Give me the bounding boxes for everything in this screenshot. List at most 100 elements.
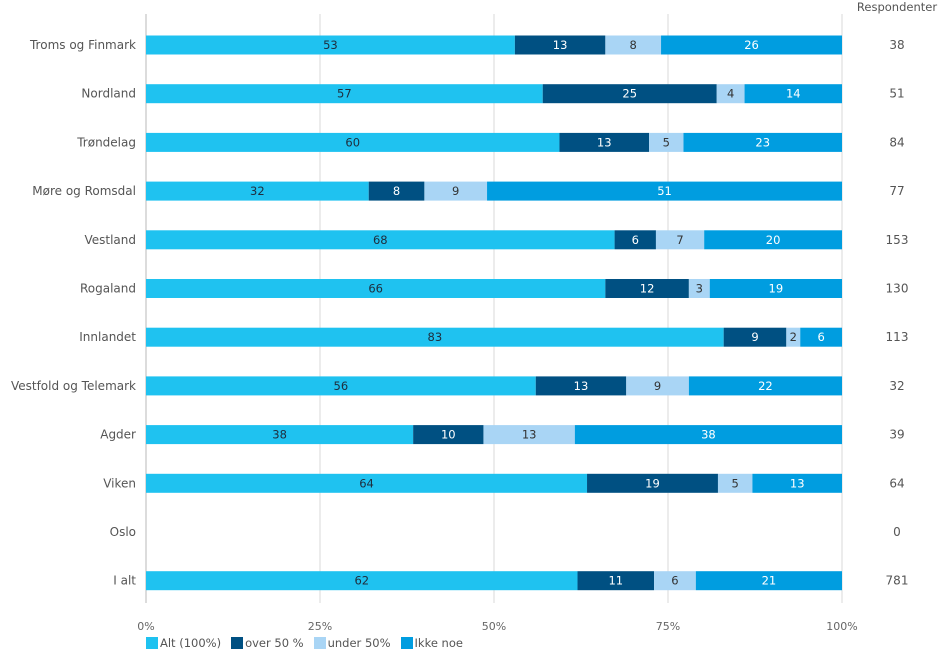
data-label: 11 [608,574,623,588]
data-label: 19 [645,476,660,490]
bar-segment [688,376,842,396]
bar-segment [577,571,655,591]
data-label: 23 [755,135,770,149]
respondents-value: 153 [886,233,909,247]
data-label: 13 [597,135,612,149]
bar-segment [146,35,515,55]
bar-segment [514,35,606,55]
data-label: 83 [428,330,443,344]
legend-label: under 50% [327,636,391,650]
category-label: Innlandet [79,330,136,344]
bar-segment [716,84,745,104]
data-label: 13 [574,379,589,393]
legend-item: over 50 % [231,636,304,650]
data-label: 13 [522,428,537,442]
data-label: 9 [452,184,459,198]
bar-segment [605,35,662,55]
legend-item: Alt (100%) [146,636,221,650]
respondents-value: 38 [889,38,904,52]
bar-segment [483,425,575,445]
bar-segment [709,279,842,298]
bar-segment [146,327,724,347]
data-label: 4 [727,87,734,101]
respondents-value: 39 [889,428,904,442]
bar-segment [146,473,588,493]
data-label: 9 [751,330,758,344]
category-label: Møre og Romsdal [32,184,136,198]
respondents-header: Respondenter [857,0,937,14]
bar-segment [146,181,369,201]
category-label: Troms og Finmark [29,38,136,52]
data-label: 32 [250,184,265,198]
respondents-value: 113 [886,330,909,344]
bar-segment [654,571,696,591]
bar-segment [800,327,842,347]
legend-swatch [231,637,244,649]
legend-item: under 50% [313,636,391,650]
data-label: 5 [732,476,739,490]
category-label: Viken [103,476,136,490]
bar-segment [786,327,801,347]
legend-label: Alt (100%) [160,636,222,650]
x-tick-label: 0% [137,620,154,633]
category-label: Rogaland [80,282,136,296]
category-label: Agder [100,428,136,442]
bar-segment [587,473,718,493]
data-label: 21 [762,574,777,588]
legend-label: over 50 % [245,636,304,650]
data-label: 57 [337,87,352,101]
category-label: Trøndelag [76,135,136,149]
category-label: I alt [113,574,136,588]
data-label: 6 [671,574,678,588]
bar-segment [752,473,842,493]
bar-segment [146,84,543,104]
legend-item: Ikke noe [400,636,463,650]
data-label: 8 [630,38,637,52]
data-label: 66 [368,282,383,296]
data-label: 10 [441,428,456,442]
data-label: 62 [354,574,369,588]
bar-segment [146,279,606,298]
data-label: 25 [622,87,637,101]
respondents-value: 64 [889,476,904,490]
bar-segment [683,132,842,152]
x-tick-label: 75% [656,620,680,633]
data-label: 22 [758,379,773,393]
bar-segment [574,425,842,445]
x-tick-label: 100% [826,620,857,633]
legend-swatch [313,637,326,649]
data-label: 19 [769,282,784,296]
bar-segment [723,327,787,347]
respondents-value: 51 [889,87,904,101]
data-label: 51 [657,184,672,198]
bar-segment [614,230,656,250]
data-label: 12 [640,282,655,296]
bar-segment [661,35,842,55]
bar-segment [146,376,536,396]
data-label: 2 [790,330,797,344]
respondents-value: 77 [889,184,904,198]
data-label: 20 [766,233,781,247]
bar-segment [695,571,842,591]
bar-segment [487,181,842,201]
bar-segment [655,230,705,250]
bar-segment [626,376,689,396]
bar-segment [605,279,689,298]
bar-segment [542,84,717,104]
respondents-value: 84 [889,135,904,149]
legend-swatch [400,637,413,649]
data-label: 7 [676,233,683,247]
category-label: Nordland [81,87,136,101]
data-label: 6 [817,330,824,344]
data-label: 38 [272,428,287,442]
legend: Alt (100%) over 50 % under 50% Ikke noe [146,636,467,650]
data-label: 6 [632,233,639,247]
category-label: Vestland [84,233,136,247]
x-tick-label: 50% [482,620,506,633]
bar-segment [413,425,484,445]
bar-segment [717,473,753,493]
data-label: 26 [744,38,759,52]
data-label: 56 [334,379,349,393]
bar-segment [688,279,710,298]
